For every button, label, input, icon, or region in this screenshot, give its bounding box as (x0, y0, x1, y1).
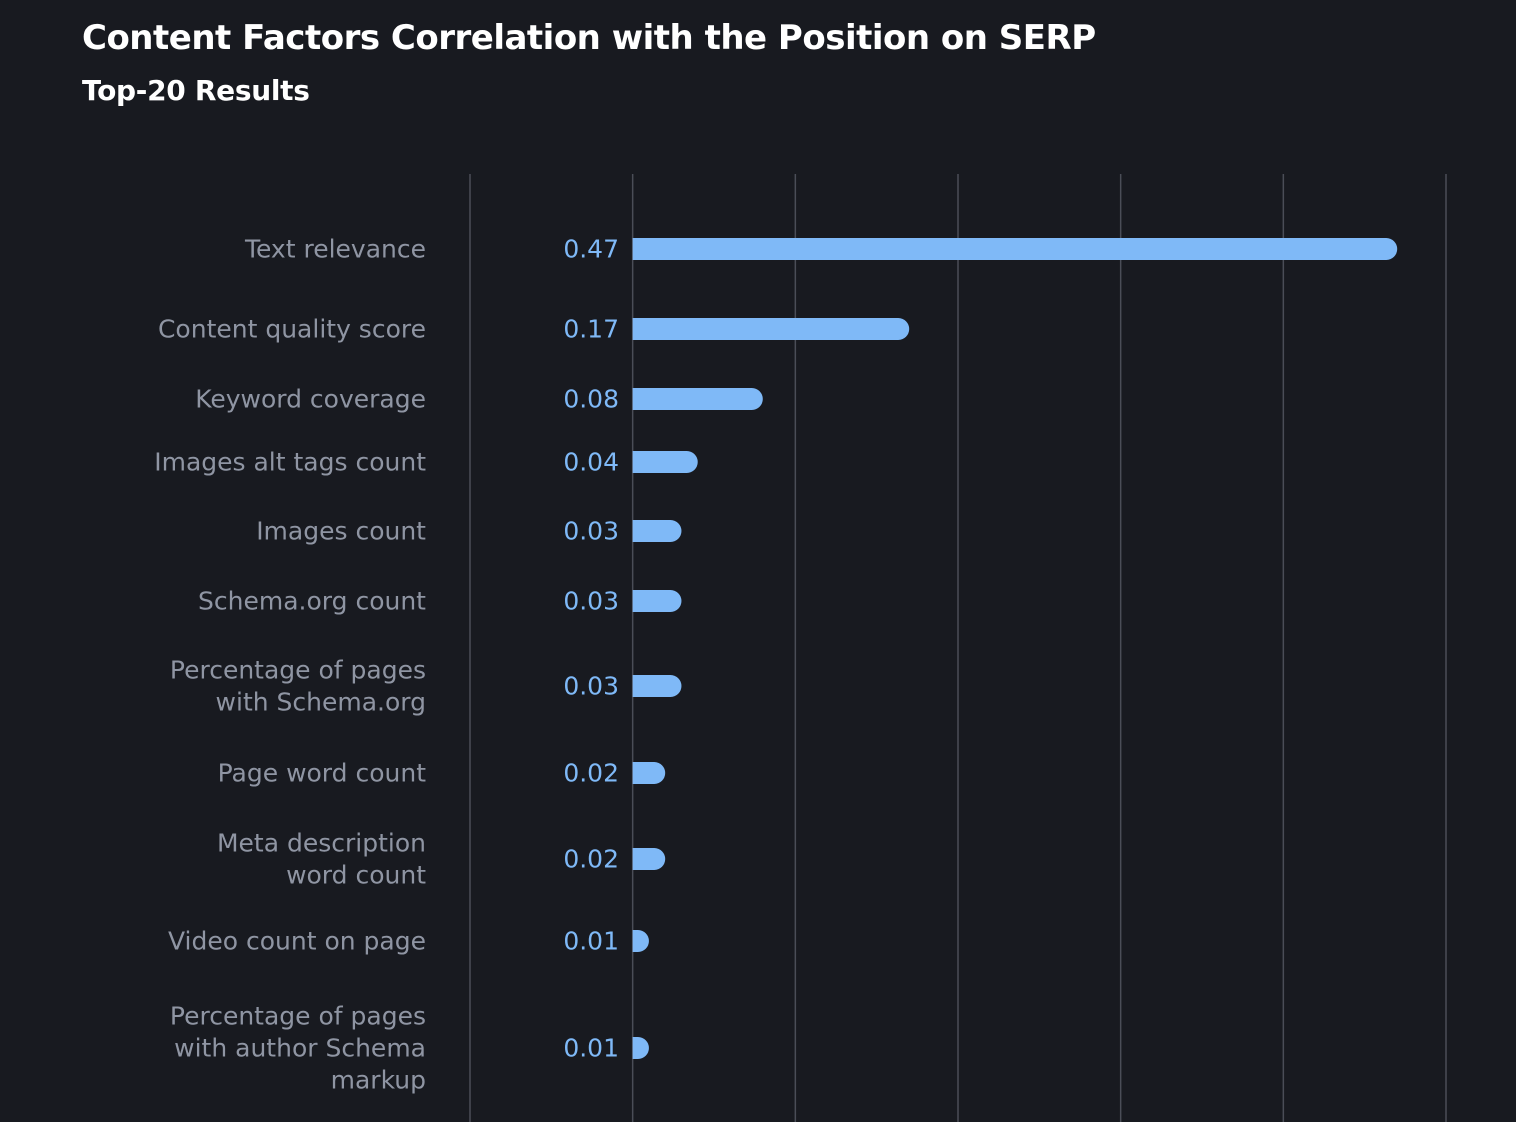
category-label-line: word count (286, 861, 426, 890)
category-label-3: Images alt tags count (154, 448, 426, 477)
bar-2 (632, 388, 763, 410)
category-label-line: Content quality score (158, 315, 426, 344)
chart-title: Content Factors Correlation with the Pos… (82, 18, 1096, 58)
category-label-line: with Schema.org (216, 688, 426, 717)
value-label-6: 0.03 (563, 672, 619, 701)
bar-9 (632, 930, 649, 952)
value-label-9: 0.01 (563, 927, 619, 956)
category-label-2: Keyword coverage (195, 385, 426, 414)
category-label-0: Text relevance (244, 235, 426, 264)
bar-4 (632, 520, 682, 542)
category-label-line: Text relevance (244, 235, 426, 264)
category-label-10: Percentage of pages with author Schema mar… (170, 1002, 426, 1095)
category-label-7: Page word count (218, 759, 427, 788)
category-label-line: Percentage of pages (170, 1002, 426, 1031)
value-labels: 0.47 0.17 0.08 0.04 0.03 0.03 0.03 0.02 0.02 0.01… (563, 235, 619, 1063)
bar-0 (632, 238, 1398, 260)
bars (632, 238, 1398, 1059)
category-label-5: Schema.org count (198, 587, 426, 616)
category-label-line: Video count on page (168, 927, 426, 956)
bar-3 (632, 451, 698, 473)
category-label-1: Content quality score (158, 315, 426, 344)
value-label-1: 0.17 (563, 315, 619, 344)
category-label-line: Schema.org count (198, 587, 426, 616)
category-label-line: Percentage of pages (170, 656, 426, 685)
category-label-line: markup (331, 1066, 426, 1095)
category-label-line: Page word count (218, 759, 427, 788)
category-label-line: with author Schema (174, 1034, 426, 1063)
chart-subtitle: Top-20 Results (82, 74, 310, 107)
value-label-8: 0.02 (563, 845, 619, 874)
category-label-4: Images count (256, 517, 426, 546)
category-label-6: Percentage of pages with Schema.org (170, 656, 426, 717)
value-label-10: 0.01 (563, 1034, 619, 1063)
bar-8 (632, 848, 666, 870)
category-label-line: Images count (256, 517, 426, 546)
category-label-9: Video count on page (168, 927, 426, 956)
category-label-line: Keyword coverage (195, 385, 426, 414)
category-label-line: Meta description (217, 829, 426, 858)
bar-10 (632, 1037, 649, 1059)
value-label-7: 0.02 (563, 759, 619, 788)
gridlines (469, 174, 1447, 1122)
category-label-8: Meta description word count (217, 829, 426, 890)
value-label-4: 0.03 (563, 517, 619, 546)
bar-6 (632, 675, 682, 698)
category-label-line: Images alt tags count (154, 448, 426, 477)
value-label-5: 0.03 (563, 587, 619, 616)
category-labels: Text relevance Content quality score Keywo… (154, 235, 426, 1095)
value-label-2: 0.08 (563, 385, 619, 414)
bar-1 (632, 318, 910, 340)
bar-5 (632, 590, 682, 612)
value-label-0: 0.47 (563, 235, 619, 264)
bar-7 (632, 762, 666, 784)
value-label-3: 0.04 (563, 448, 619, 477)
